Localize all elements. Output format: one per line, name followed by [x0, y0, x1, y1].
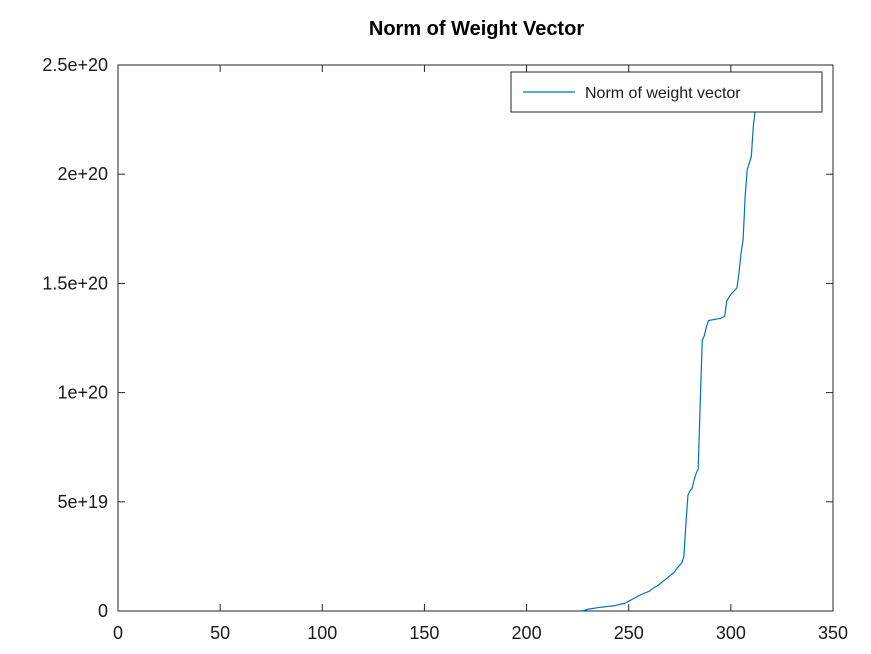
- chart-title: Norm of Weight Vector: [368, 18, 585, 40]
- plot-frame: [117, 64, 834, 612]
- axes: 0 50 100 150 200 250 300 350 0 5e+19 1e+20 1.5e+20 2…: [42, 55, 848, 643]
- x-tick-label: 50: [210, 623, 230, 643]
- y-tick-label: 2.5e+20: [42, 55, 108, 75]
- legend-label: Norm of weight vector: [585, 85, 741, 102]
- series-layer: [579, 75, 803, 612]
- y-tick-label: 1.5e+20: [42, 273, 108, 293]
- y-tick-label: 5e+19: [57, 492, 108, 512]
- x-tick-label: 100: [307, 623, 337, 643]
- y-tick-label: 2e+20: [57, 164, 108, 184]
- y-tick-label: 1e+20: [57, 383, 108, 403]
- legend: Norm of weight vector: [510, 71, 823, 113]
- x-tick-label: 250: [614, 623, 644, 643]
- x-tick-label: 150: [409, 623, 439, 643]
- x-tick-label: 300: [716, 623, 746, 643]
- x-tick-label: 200: [512, 623, 542, 643]
- x-tick-label: 0: [113, 623, 123, 643]
- y-tick-label: 0: [98, 601, 108, 621]
- series-line: [579, 75, 803, 612]
- x-tick-label: 350: [818, 623, 848, 643]
